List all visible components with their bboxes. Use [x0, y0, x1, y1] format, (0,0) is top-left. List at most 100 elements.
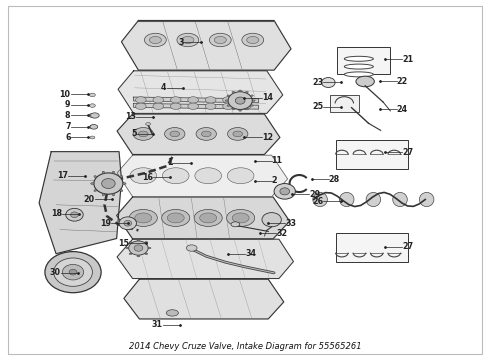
Circle shape	[94, 173, 123, 194]
Ellipse shape	[120, 189, 123, 192]
Text: 11: 11	[271, 156, 283, 165]
Ellipse shape	[177, 33, 199, 47]
Ellipse shape	[90, 93, 96, 97]
Text: 32: 32	[276, 229, 288, 238]
Ellipse shape	[94, 189, 97, 192]
Text: 26: 26	[312, 197, 323, 206]
Text: 30: 30	[50, 268, 61, 277]
Ellipse shape	[245, 108, 248, 110]
Ellipse shape	[239, 90, 242, 91]
Ellipse shape	[232, 213, 249, 223]
Ellipse shape	[165, 127, 185, 140]
Text: 6: 6	[65, 133, 71, 142]
Ellipse shape	[129, 253, 132, 255]
Ellipse shape	[138, 131, 148, 137]
Ellipse shape	[356, 76, 374, 87]
Ellipse shape	[188, 97, 198, 103]
Ellipse shape	[245, 91, 248, 93]
Circle shape	[129, 241, 148, 255]
Ellipse shape	[252, 100, 255, 101]
Ellipse shape	[188, 103, 198, 109]
Ellipse shape	[162, 168, 189, 184]
Ellipse shape	[129, 242, 132, 243]
Ellipse shape	[91, 183, 94, 184]
Ellipse shape	[344, 64, 373, 69]
Polygon shape	[117, 239, 294, 279]
Polygon shape	[134, 103, 259, 109]
Ellipse shape	[149, 36, 161, 44]
Ellipse shape	[246, 36, 259, 44]
Text: 5: 5	[131, 130, 137, 139]
Ellipse shape	[153, 103, 164, 109]
Ellipse shape	[223, 97, 233, 103]
Text: 3: 3	[179, 38, 184, 47]
Ellipse shape	[239, 110, 242, 111]
Bar	[336, 233, 408, 262]
Ellipse shape	[231, 222, 240, 227]
Text: 34: 34	[245, 249, 256, 258]
Ellipse shape	[227, 105, 230, 106]
Text: 16: 16	[142, 173, 153, 182]
Ellipse shape	[196, 127, 217, 140]
Ellipse shape	[89, 113, 96, 118]
Circle shape	[62, 264, 84, 280]
Ellipse shape	[112, 193, 115, 196]
Polygon shape	[117, 114, 280, 154]
Circle shape	[119, 217, 137, 230]
Ellipse shape	[240, 97, 251, 103]
Text: 7: 7	[65, 122, 71, 131]
Circle shape	[280, 188, 290, 195]
Ellipse shape	[200, 213, 217, 223]
Ellipse shape	[232, 108, 235, 110]
Text: 19: 19	[100, 219, 111, 228]
Ellipse shape	[242, 33, 264, 47]
Text: 4: 4	[161, 84, 167, 93]
Text: 27: 27	[402, 148, 414, 157]
Ellipse shape	[344, 72, 373, 77]
Ellipse shape	[126, 247, 129, 249]
Ellipse shape	[122, 183, 126, 184]
Circle shape	[71, 212, 78, 217]
Ellipse shape	[344, 56, 373, 61]
Ellipse shape	[340, 192, 354, 207]
Ellipse shape	[214, 36, 226, 44]
Text: 2014 Chevy Cruze Valve, Intake Diagram for 55565261: 2014 Chevy Cruze Valve, Intake Diagram f…	[129, 342, 361, 351]
Bar	[337, 47, 391, 74]
Circle shape	[134, 245, 143, 251]
Ellipse shape	[94, 176, 97, 178]
Ellipse shape	[102, 193, 105, 196]
Circle shape	[124, 220, 132, 226]
Ellipse shape	[90, 125, 96, 129]
Text: 12: 12	[262, 133, 273, 142]
Polygon shape	[118, 71, 283, 113]
Ellipse shape	[195, 168, 221, 184]
Ellipse shape	[129, 210, 157, 226]
Ellipse shape	[313, 192, 327, 207]
Circle shape	[101, 179, 115, 189]
Ellipse shape	[226, 210, 255, 226]
Polygon shape	[39, 152, 122, 254]
Ellipse shape	[194, 210, 222, 226]
Text: 1: 1	[167, 158, 172, 167]
Ellipse shape	[227, 127, 248, 140]
Bar	[336, 140, 408, 169]
Circle shape	[235, 97, 245, 104]
Ellipse shape	[250, 105, 253, 106]
Text: 27: 27	[402, 242, 414, 251]
Polygon shape	[117, 197, 290, 239]
Ellipse shape	[91, 113, 99, 118]
Text: 2: 2	[271, 176, 277, 185]
Circle shape	[69, 269, 77, 275]
Ellipse shape	[232, 91, 235, 93]
Text: 23: 23	[312, 78, 323, 87]
Ellipse shape	[227, 95, 230, 96]
Ellipse shape	[146, 122, 150, 125]
Text: 24: 24	[396, 105, 408, 114]
Text: 18: 18	[51, 209, 62, 218]
Ellipse shape	[227, 168, 254, 184]
Text: 10: 10	[60, 90, 71, 99]
Text: 31: 31	[151, 320, 163, 329]
Ellipse shape	[205, 103, 216, 109]
Text: 8: 8	[65, 111, 71, 120]
Text: 25: 25	[312, 103, 323, 112]
